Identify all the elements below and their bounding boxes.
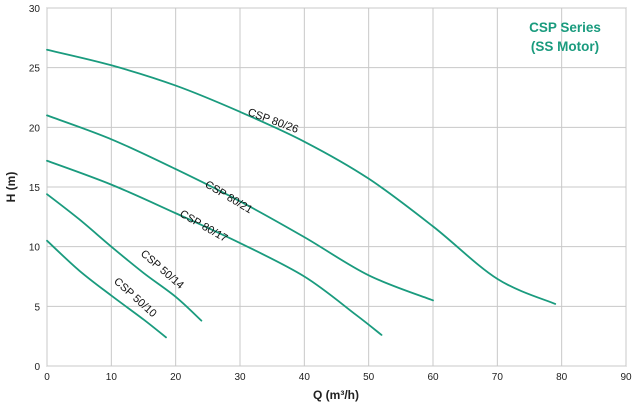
curve-csp-50-14: [46, 193, 203, 322]
chart-subtitle: (SS Motor): [531, 39, 599, 54]
y-tick-label: 20: [29, 123, 41, 134]
curve-csp-80-17: [46, 159, 383, 336]
x-tick-label: 90: [620, 372, 632, 383]
axis-ticks: 0 10 20 30 40 50 60 70 80 90 0 5 10 15 20 25 30: [29, 4, 632, 383]
x-tick-label: 80: [556, 372, 568, 383]
curve-csp-80-21: [46, 114, 434, 302]
y-tick-label: 10: [29, 243, 41, 254]
x-tick-label: 0: [44, 372, 50, 383]
x-tick-label: 30: [234, 372, 246, 383]
y-tick-label: 30: [29, 4, 41, 15]
x-tick-label: 60: [427, 372, 439, 383]
chart-title: CSP Series: [529, 20, 601, 35]
x-tick-label: 40: [299, 372, 311, 383]
grid: [46, 7, 627, 367]
y-axis-title: H (m): [4, 172, 18, 203]
y-tick-label: 15: [29, 183, 41, 194]
curve-csp-80-26: [46, 48, 557, 305]
y-tick-label: 0: [34, 362, 40, 373]
curves: [46, 48, 557, 339]
y-tick-label: 5: [34, 302, 40, 313]
x-tick-label: 20: [170, 372, 182, 383]
curve-csp-50-10: [46, 239, 167, 339]
x-axis-title: Q (m³/h): [313, 388, 359, 402]
x-tick-label: 70: [492, 372, 504, 383]
x-tick-label: 50: [363, 372, 375, 383]
y-tick-label: 25: [29, 64, 41, 75]
x-tick-label: 10: [106, 372, 118, 383]
